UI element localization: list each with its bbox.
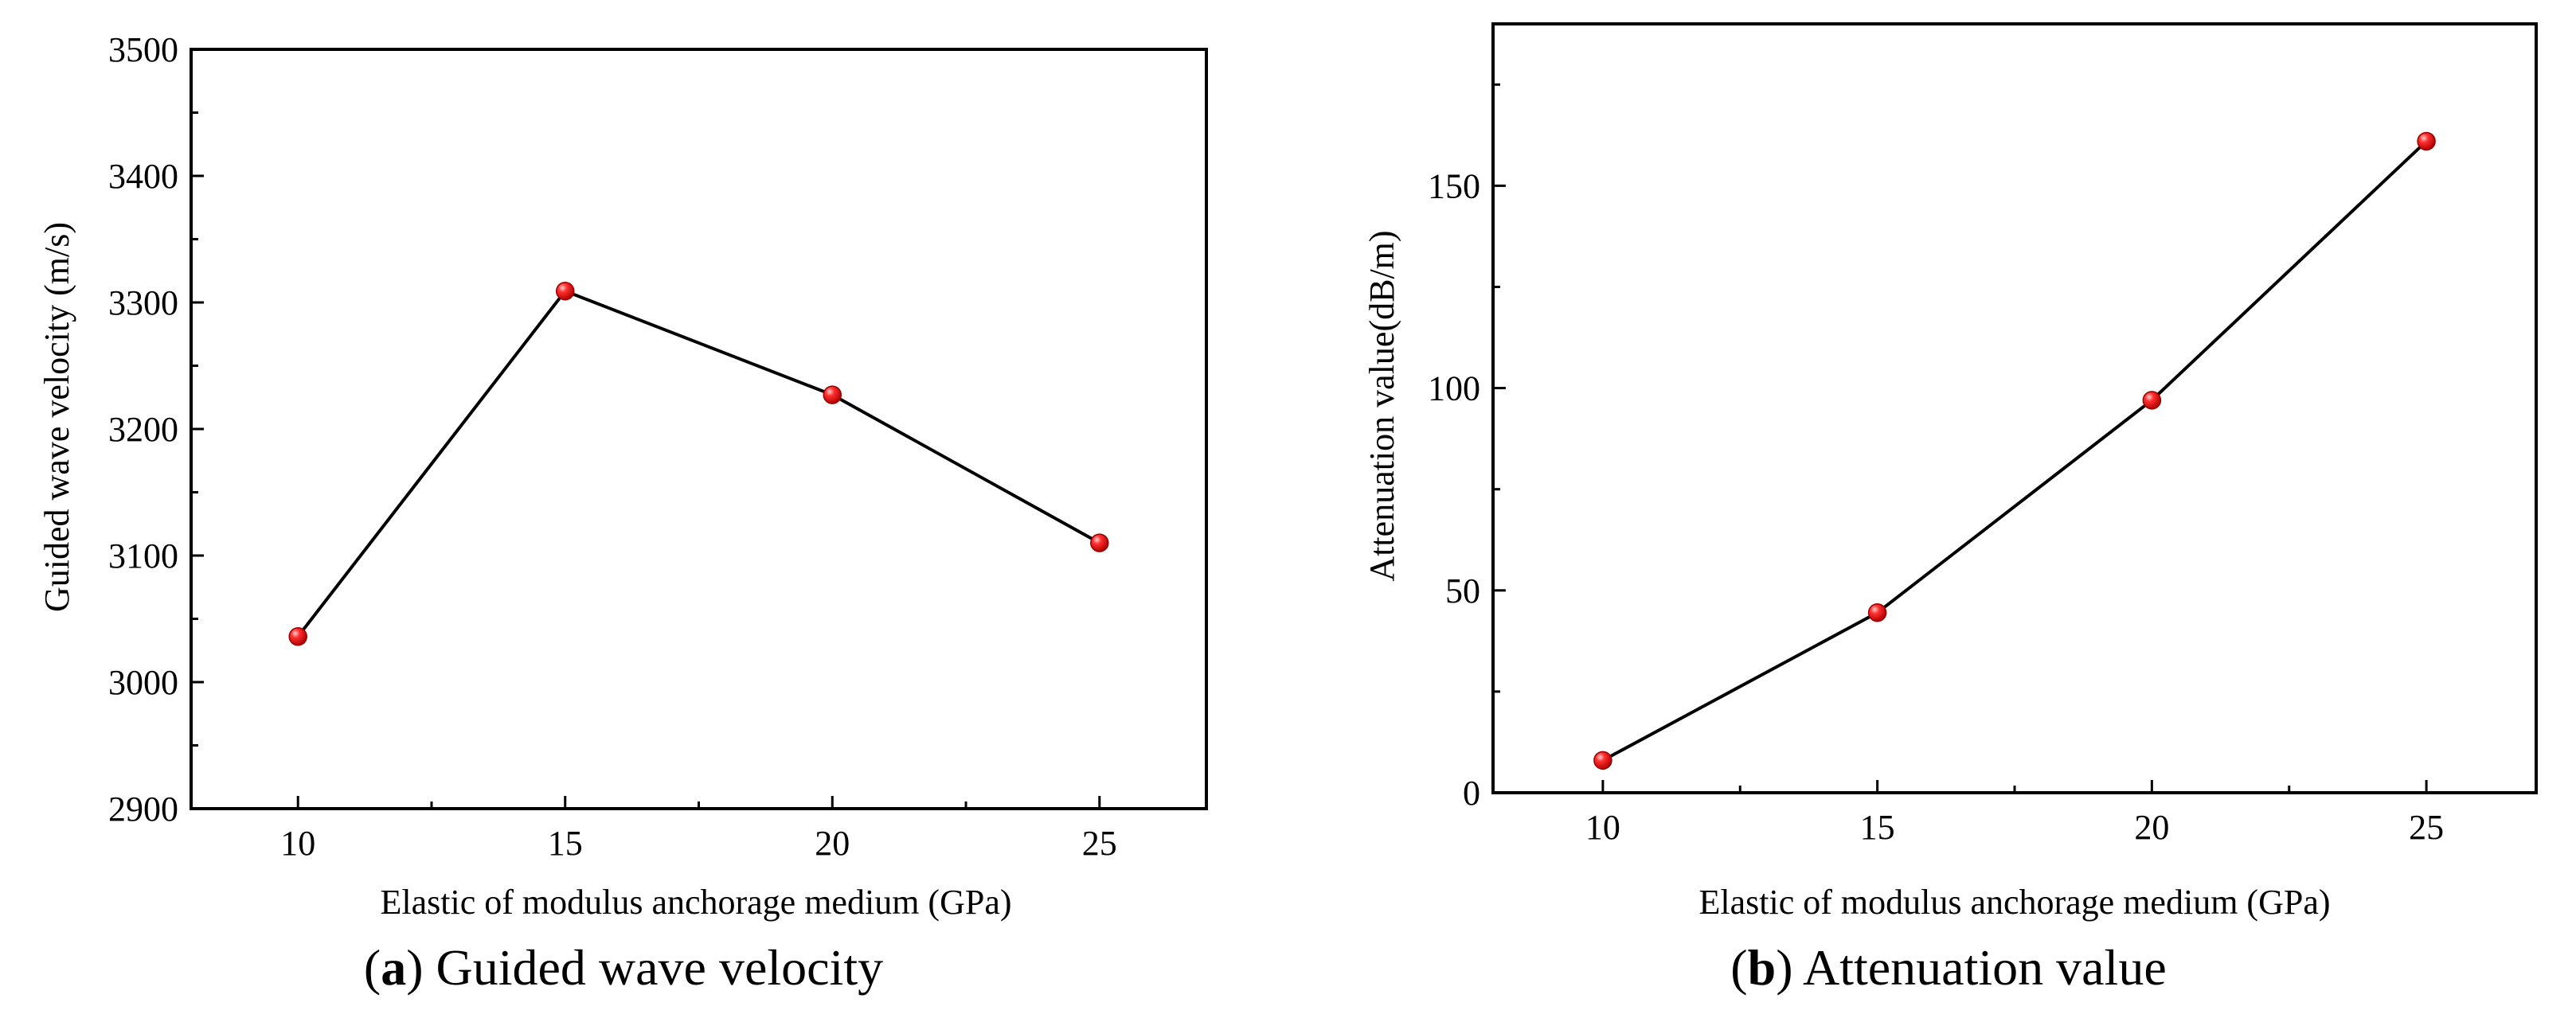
data-point-b-2 <box>2142 391 2162 410</box>
y-tick-label-a-0: 2900 <box>108 790 178 829</box>
y-tick-label-a-6: 3500 <box>108 30 178 69</box>
x-tick-label-a-0: 10 <box>280 824 315 863</box>
y-tick-label-b-2: 100 <box>1428 369 1480 408</box>
caption-b: (b) Attenuation value <box>1730 939 2166 996</box>
caption-a-close: ) <box>406 939 423 996</box>
data-point-b-3 <box>2417 131 2436 151</box>
series-line-b-0 <box>1601 139 2428 762</box>
y-tick-label-b-0: 0 <box>1463 774 1480 813</box>
caption-b-text: Attenuation value <box>1803 939 2167 996</box>
caption-b-open: ( <box>1730 939 1747 996</box>
plot-area-a: 10 15 20 25 2900 3000 3100 3200 3300 3400 3500 <box>108 30 1208 863</box>
y-tick-label-a-5: 3400 <box>108 157 178 196</box>
data-point-b-0 <box>1593 751 1612 770</box>
y-tick-label-a-4: 3300 <box>108 283 178 322</box>
x-axis-title-a: Elastic of modulus anchorage medium (GPa… <box>380 883 1011 922</box>
y-tick-label-b-3: 150 <box>1428 166 1480 205</box>
data-point-b-1 <box>1867 603 1887 622</box>
plot-frame-b <box>1491 22 2538 794</box>
x-axis-title-b: Elastic of modulus anchorage medium (GPa… <box>1698 883 2330 922</box>
plot-frame-a <box>190 48 1208 810</box>
x-tick-label-b-1: 15 <box>1860 808 1895 847</box>
caption-a: (a) Guided wave velocity <box>364 939 883 996</box>
y-tick-label-a-2: 3100 <box>108 536 178 575</box>
x-tick-label-b-0: 10 <box>1585 808 1620 847</box>
y-tick-label-a-3: 3200 <box>108 410 178 449</box>
x-tick-label-a-1: 15 <box>548 824 583 863</box>
caption-a-open: ( <box>364 939 381 996</box>
data-point-a-1 <box>555 281 575 301</box>
caption-a-letter: a <box>381 939 406 996</box>
caption-a-text: Guided wave velocity <box>436 939 884 996</box>
data-point-a-2 <box>823 385 842 404</box>
data-point-a-3 <box>1090 533 1109 552</box>
data-point-a-0 <box>288 627 307 646</box>
y-tick-label-b-1: 50 <box>1445 571 1480 610</box>
x-tick-label-a-3: 25 <box>1082 824 1117 863</box>
y-tick-label-a-1: 3000 <box>108 663 178 702</box>
y-axis-title-b: Attenuation value(dB/m) <box>1362 230 1401 581</box>
chart-panel-b: 10 15 20 25 0 50 100 150 Attenuation value(dB/m… <box>1362 22 2538 996</box>
series-line-a-0 <box>296 289 1100 638</box>
x-tick-label-a-2: 20 <box>815 824 850 863</box>
y-axis-title-a: Guided wave velocity (m/s) <box>37 222 76 612</box>
x-tick-label-b-3: 25 <box>2409 808 2444 847</box>
caption-b-close: ) <box>1776 939 1792 996</box>
plot-area-b: 10 15 20 25 0 50 100 150 <box>1428 22 2538 847</box>
chart-panel-a: 10 15 20 25 2900 3000 3100 3200 3300 3400 3500 Gui… <box>37 30 1208 996</box>
caption-b-letter: b <box>1748 939 1777 996</box>
x-tick-label-b-2: 20 <box>2134 808 2169 847</box>
